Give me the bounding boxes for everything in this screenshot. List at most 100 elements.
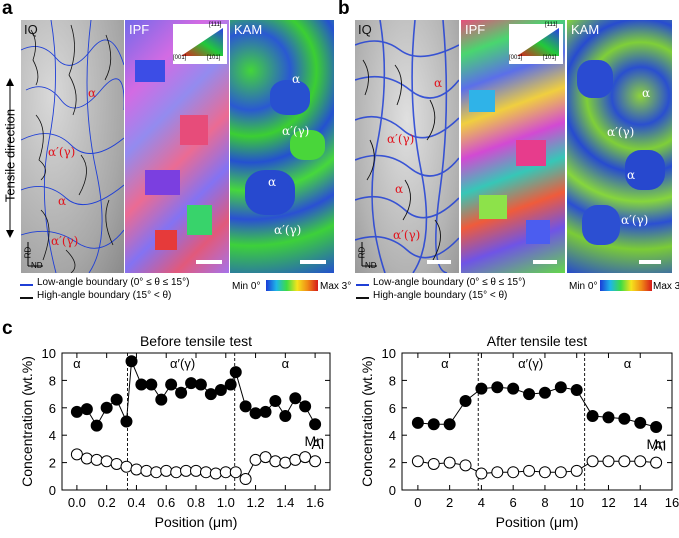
y-tick-label-1-0: 0 (389, 483, 396, 498)
nd-label-b: ND (365, 261, 377, 270)
data-point-mn-0-7 (135, 378, 148, 391)
x-tick-label-0-2: 0.4 (127, 495, 145, 510)
panel-b-letter: b (338, 0, 350, 19)
data-point-mn-0-9 (155, 393, 168, 406)
y-tick-label-1-5: 10 (382, 346, 396, 361)
x-tick-label-0-6: 1.2 (247, 495, 265, 510)
data-point-mn-0-16 (224, 378, 237, 391)
kam-max-b: Max 3° (653, 281, 679, 292)
kam-colorbar-a (266, 280, 318, 291)
iq-prime-b1: α′(γ) (387, 132, 415, 146)
data-point-al-0-11 (180, 464, 193, 477)
data-point-mn-0-21 (269, 394, 282, 407)
data-point-al-0-22 (289, 453, 302, 466)
data-point-mn-1-11 (586, 410, 599, 423)
high-angle-text-b: High-angle boundary (15° < θ) (373, 290, 508, 301)
series-label-mn-0: Mn (305, 433, 324, 449)
x-axis-label-0: Position (μm) (155, 514, 238, 530)
chart-title-0: Before tensile test (140, 333, 252, 349)
data-point-al-1-7 (523, 464, 536, 477)
data-point-mn-1-2 (443, 418, 456, 431)
high-angle-line-b (356, 297, 369, 299)
x-tick-label-1-5: 10 (569, 495, 583, 510)
data-point-al-0-23 (299, 451, 312, 464)
y-axis-label-1: Concentration (wt.%) (359, 356, 375, 487)
kam-max-a: Max 3° (320, 281, 352, 292)
x-tick-label-0-7: 1.4 (276, 495, 294, 510)
kam-prime-b2: α′(γ) (621, 213, 649, 227)
ipf-key-top-a: [111] (209, 22, 222, 28)
series-label-mn-1: Mn (647, 436, 666, 452)
x-tick-label-0-8: 1.6 (306, 495, 324, 510)
ipf-key-right-b: [101] (543, 55, 557, 61)
ipf-key-top-b: [111] (545, 22, 558, 28)
kam-min-a: Min 0° (232, 281, 261, 292)
data-point-al-0-21 (279, 456, 292, 469)
y-tick-label-1-2: 4 (389, 428, 396, 443)
series-line-mn-1 (417, 386, 657, 428)
data-point-al-1-8 (538, 466, 551, 479)
kam-map-b: KAM α α′(γ) α α′(γ) (567, 20, 672, 273)
region-label-0-2: α (282, 356, 290, 371)
data-point-mn-0-12 (185, 377, 198, 390)
data-point-mn-1-1 (427, 418, 440, 431)
data-point-mn-1-3 (459, 394, 472, 407)
data-point-al-1-6 (507, 466, 520, 479)
iq-prime-a1: α′(γ) (48, 145, 76, 159)
data-point-al-1-14 (634, 455, 647, 468)
data-point-mn-1-12 (602, 411, 615, 424)
low-angle-line-b (356, 284, 369, 286)
data-point-mn-0-8 (145, 378, 158, 391)
y-tick-label-0-4: 8 (49, 373, 56, 388)
kam-alpha-b2: α (627, 168, 636, 182)
data-point-al-1-2 (443, 456, 456, 469)
series-label-al-1: Al (654, 438, 666, 454)
data-point-mn-0-13 (194, 378, 207, 391)
x-tick-label-1-7: 14 (633, 495, 647, 510)
data-point-al-0-24 (309, 455, 322, 468)
ipf-triangle-key-a: [111] [001] [101] (173, 22, 227, 64)
kam-label-b: KAM (571, 22, 600, 37)
y-tick-label-0-5: 10 (42, 346, 56, 361)
data-point-mn-0-11 (175, 386, 188, 399)
data-point-al-0-7 (140, 464, 153, 477)
data-point-mn-0-20 (259, 405, 272, 418)
data-point-mn-0-22 (279, 410, 292, 423)
y-tick-label-0-3: 6 (49, 401, 56, 416)
data-point-al-0-10 (170, 466, 183, 479)
ipf-map-a: IPF [111] [001] [101] (125, 20, 229, 273)
data-point-mn-1-5 (491, 381, 504, 394)
series-line-al-1 (417, 460, 657, 475)
data-point-mn-0-6 (125, 355, 138, 368)
x-tick-label-0-0: 0.0 (68, 495, 86, 510)
low-angle-line-a (20, 284, 33, 286)
tensile-direction-indicator (3, 78, 17, 238)
data-point-al-1-3 (459, 459, 472, 472)
data-point-al-0-8 (150, 466, 163, 479)
iq-alpha-a2: α (58, 194, 67, 208)
x-tick-label-1-4: 8 (541, 495, 548, 510)
nd-label-a: ND (31, 261, 43, 270)
kam-prime-a2: α′(γ) (274, 223, 302, 237)
x-tick-label-0-3: 0.6 (157, 495, 175, 510)
ipf-label-b: IPF (465, 22, 486, 37)
iq-prime-b2: α′(γ) (393, 228, 421, 242)
scale-bar-iq-b (427, 260, 451, 264)
data-point-mn-0-3 (100, 401, 113, 414)
region-label-1-1: α′(γ) (518, 356, 543, 371)
panel-c-letter: c (2, 318, 13, 339)
low-angle-text-a: Low-angle boundary (0° ≤ θ ≤ 15°) (37, 277, 190, 288)
ipf-key-left-b: [001] (509, 55, 523, 61)
data-point-mn-0-25 (309, 418, 322, 431)
data-point-mn-1-10 (570, 383, 583, 396)
data-point-al-1-4 (475, 467, 488, 480)
chart-title-1: After tensile test (487, 333, 587, 349)
data-point-al-0-15 (219, 466, 232, 479)
iq-prime-a2: α′(γ) (51, 234, 79, 248)
data-point-al-0-12 (190, 464, 202, 477)
data-point-al-0-16 (229, 466, 242, 479)
data-point-al-1-0 (411, 455, 424, 468)
data-point-al-0-18 (249, 453, 262, 466)
data-point-mn-0-24 (299, 400, 312, 413)
y-axis-label-0: Concentration (wt.%) (19, 356, 35, 487)
